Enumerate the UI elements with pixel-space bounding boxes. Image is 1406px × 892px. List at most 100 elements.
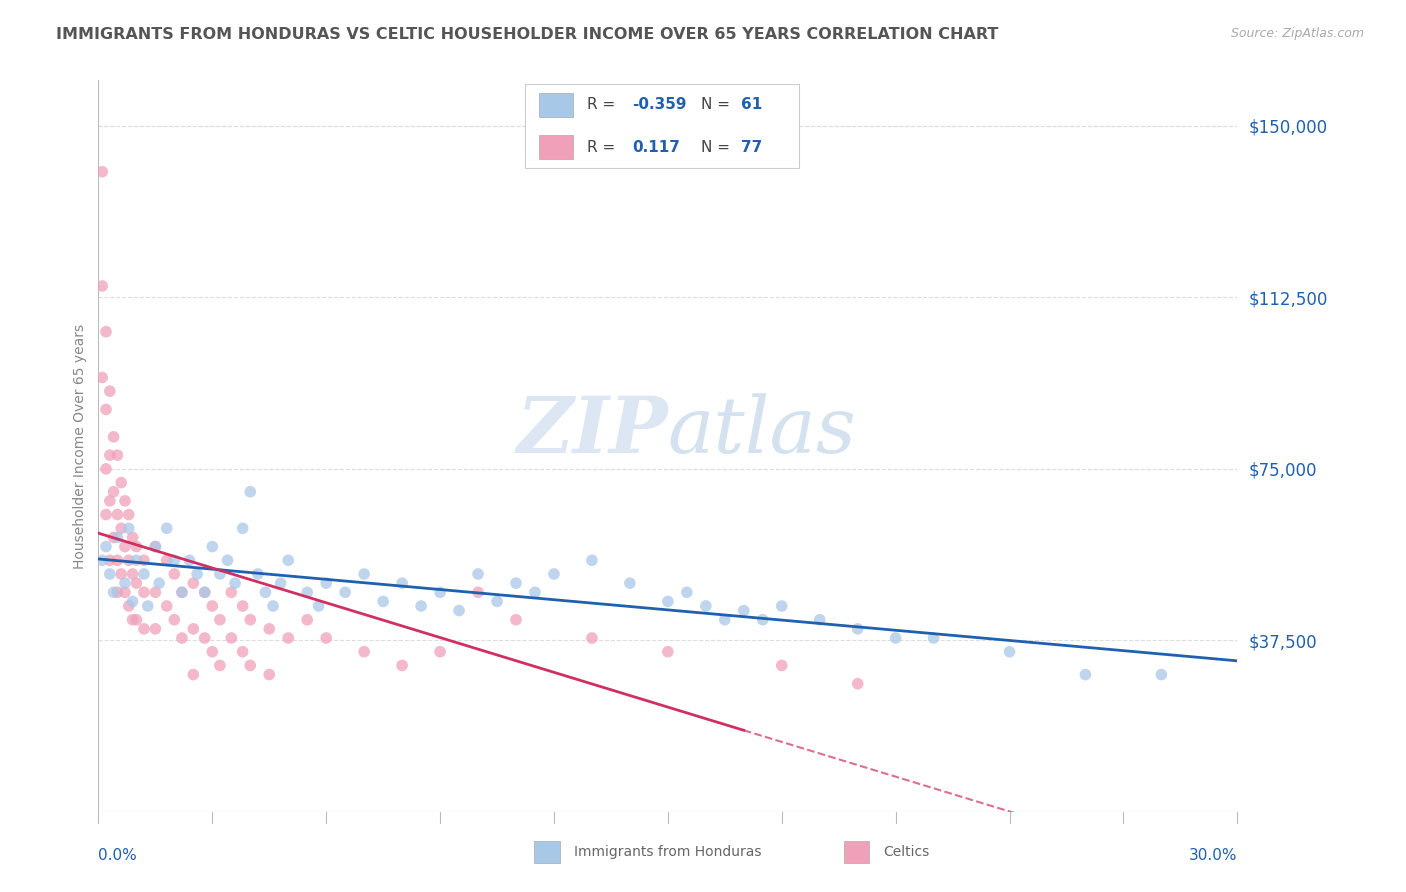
Point: [224, 576, 246, 591]
Point: [335, 585, 357, 599]
Point: [98, 493, 121, 508]
Point: [114, 493, 136, 508]
Text: N =: N =: [700, 139, 735, 154]
Point: [183, 622, 205, 636]
Point: [145, 585, 167, 599]
Point: [259, 667, 281, 681]
Text: IMMIGRANTS FROM HONDURAS VS CELTIC HOUSEHOLDER INCOME OVER 65 YEARS CORRELATION : IMMIGRANTS FROM HONDURAS VS CELTIC HOUSE…: [56, 27, 998, 42]
Point: [217, 553, 239, 567]
Point: [657, 645, 679, 659]
Point: [121, 613, 143, 627]
Point: [132, 622, 155, 636]
Point: [179, 553, 201, 567]
Point: [221, 585, 243, 599]
Point: [110, 567, 132, 582]
Point: [194, 585, 217, 599]
Point: [232, 521, 254, 535]
Text: Source: ZipAtlas.com: Source: ZipAtlas.com: [1230, 27, 1364, 40]
Point: [98, 567, 121, 582]
Point: [163, 613, 186, 627]
Point: [884, 631, 907, 645]
Point: [297, 585, 319, 599]
Point: [524, 585, 547, 599]
Point: [315, 631, 337, 645]
Point: [201, 540, 224, 554]
Point: [308, 599, 330, 613]
Point: [239, 484, 262, 499]
Point: [118, 599, 141, 613]
Point: [98, 384, 121, 398]
FancyBboxPatch shape: [526, 84, 799, 168]
Point: [110, 521, 132, 535]
Point: [277, 631, 299, 645]
Point: [156, 599, 179, 613]
Point: [118, 521, 141, 535]
Point: [170, 585, 193, 599]
Point: [315, 576, 337, 591]
Point: [998, 645, 1021, 659]
Point: [107, 508, 129, 522]
Point: [91, 279, 114, 293]
Point: [619, 576, 641, 591]
Point: [91, 553, 114, 567]
Point: [846, 622, 869, 636]
Point: [94, 325, 117, 339]
Point: [183, 576, 205, 591]
Text: ZIP: ZIP: [516, 393, 668, 469]
Point: [467, 585, 489, 599]
Point: [121, 567, 143, 582]
Point: [714, 613, 737, 627]
Point: [156, 521, 179, 535]
Point: [486, 594, 509, 608]
Point: [232, 599, 254, 613]
Point: [94, 402, 117, 417]
Point: [922, 631, 945, 645]
Point: [114, 540, 136, 554]
Point: [353, 567, 375, 582]
Point: [107, 530, 129, 544]
Text: Immigrants from Honduras: Immigrants from Honduras: [574, 846, 761, 859]
Point: [132, 567, 155, 582]
Point: [148, 576, 170, 591]
Point: [371, 594, 394, 608]
Point: [98, 553, 121, 567]
Point: [121, 594, 143, 608]
Point: [183, 667, 205, 681]
Point: [91, 370, 114, 384]
Point: [695, 599, 717, 613]
Point: [94, 540, 117, 554]
Point: [145, 540, 167, 554]
Point: [194, 585, 217, 599]
Point: [259, 622, 281, 636]
Point: [429, 645, 451, 659]
Point: [543, 567, 565, 582]
Text: 61: 61: [741, 97, 762, 112]
FancyBboxPatch shape: [538, 94, 574, 117]
Point: [201, 645, 224, 659]
Point: [94, 462, 117, 476]
Point: [733, 603, 755, 617]
Point: [1150, 667, 1173, 681]
Point: [98, 448, 121, 462]
Point: [581, 553, 603, 567]
Text: atlas: atlas: [668, 393, 856, 469]
Text: -0.359: -0.359: [633, 97, 688, 112]
Point: [163, 567, 186, 582]
Point: [121, 530, 143, 544]
Point: [145, 622, 167, 636]
Text: Celtics: Celtics: [883, 846, 929, 859]
Point: [277, 553, 299, 567]
Point: [103, 484, 125, 499]
Point: [232, 645, 254, 659]
Point: [125, 576, 148, 591]
Point: [449, 603, 471, 617]
Text: 0.117: 0.117: [633, 139, 681, 154]
Point: [145, 540, 167, 554]
Point: [110, 475, 132, 490]
Point: [254, 585, 277, 599]
Point: [170, 631, 193, 645]
Point: [262, 599, 284, 613]
Point: [136, 599, 159, 613]
Point: [581, 631, 603, 645]
Point: [114, 585, 136, 599]
